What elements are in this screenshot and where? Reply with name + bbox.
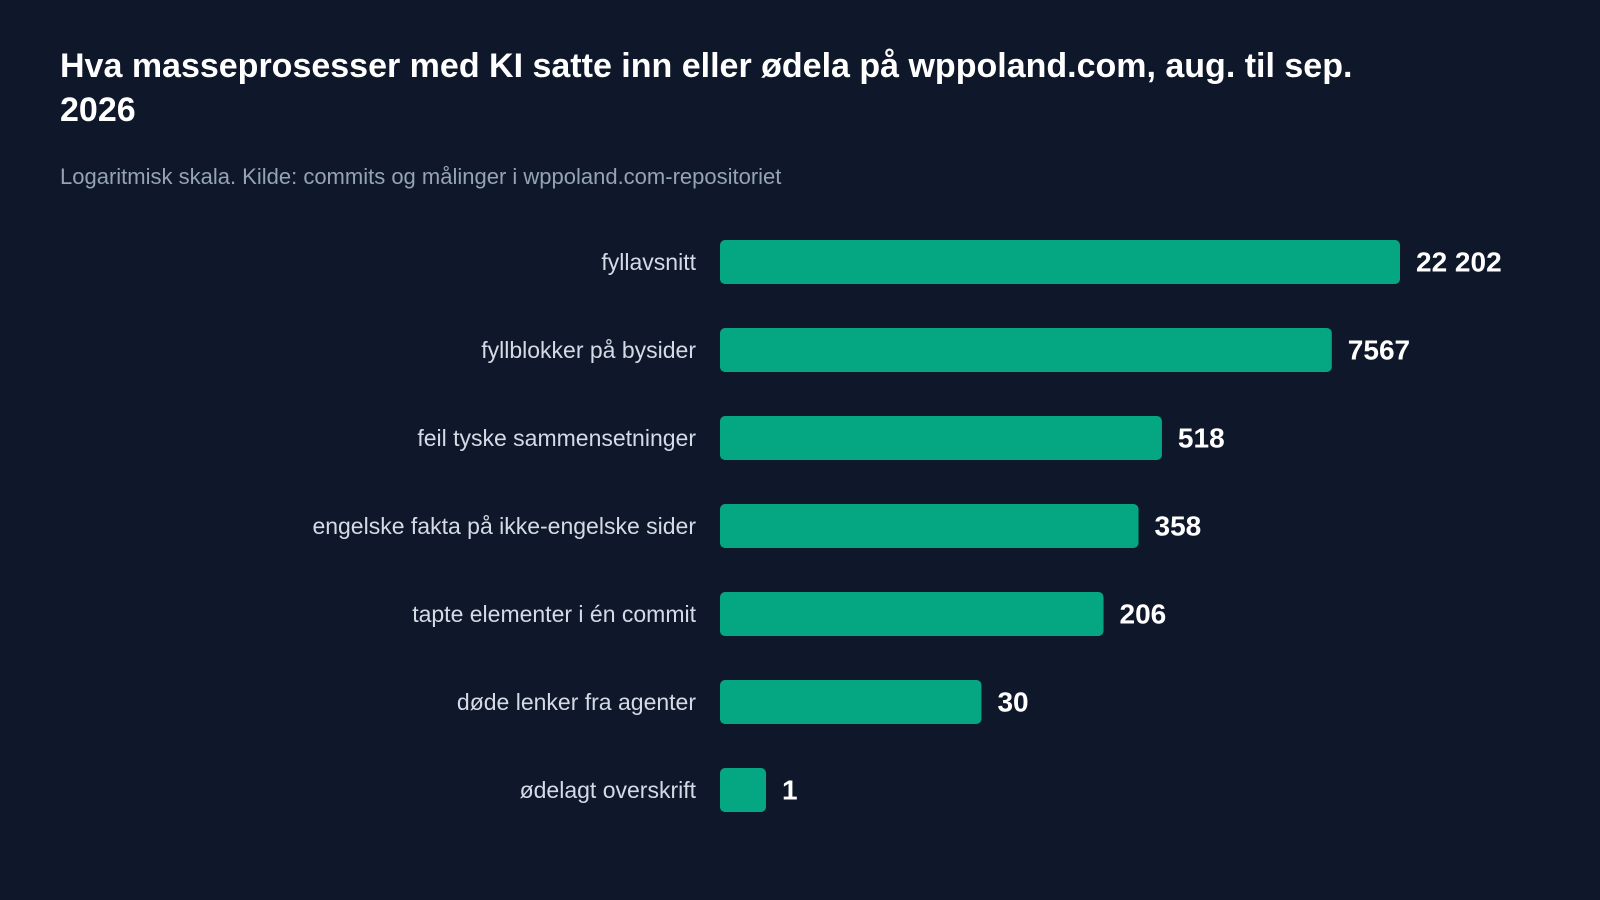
chart-title: Hva masseprosesser med KI satte inn elle… <box>60 47 1353 129</box>
bar <box>720 592 1104 636</box>
category-label: fyllblokker på bysider <box>481 337 696 363</box>
bar <box>720 504 1139 548</box>
value-label: 7567 <box>1348 335 1410 366</box>
chart-subtitle: Logaritmisk skala. Kilde: commits og mål… <box>60 164 782 189</box>
bar <box>720 680 982 724</box>
category-label: ødelagt overskrift <box>520 777 697 803</box>
value-label: 30 <box>997 687 1028 718</box>
bar <box>720 328 1332 372</box>
bar <box>720 768 766 812</box>
category-label: fyllavsnitt <box>601 249 696 275</box>
bar <box>720 416 1162 460</box>
value-label: 1 <box>782 775 798 806</box>
value-label: 518 <box>1178 423 1225 454</box>
value-label: 206 <box>1120 599 1167 630</box>
category-label: tapte elementer i én commit <box>412 601 696 627</box>
value-label: 358 <box>1155 511 1202 542</box>
value-label: 22 202 <box>1416 247 1502 278</box>
category-label: døde lenker fra agenter <box>457 689 696 715</box>
bar <box>720 240 1400 284</box>
category-label: feil tyske sammensetninger <box>417 425 696 451</box>
category-label: engelske fakta på ikke-engelske sider <box>312 513 696 539</box>
